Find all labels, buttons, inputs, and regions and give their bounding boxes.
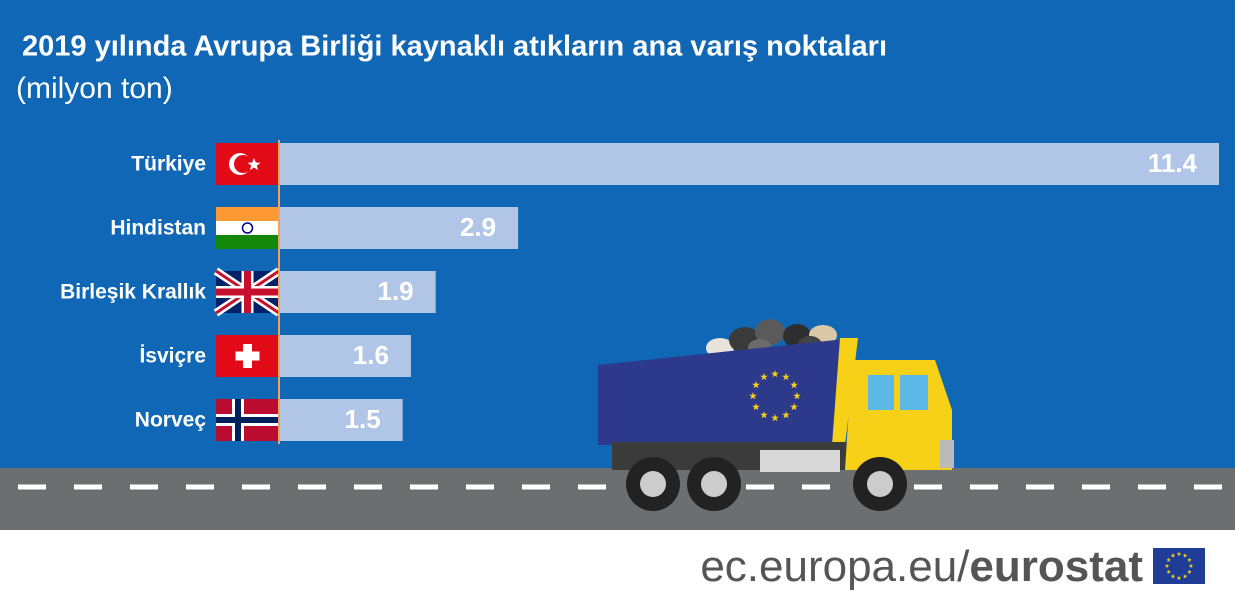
star bbox=[1188, 563, 1194, 568]
flag-switzerland bbox=[216, 335, 279, 377]
bar bbox=[279, 143, 1219, 185]
value-label: 1.5 bbox=[345, 404, 381, 434]
bar bbox=[279, 271, 436, 313]
star bbox=[1176, 551, 1182, 556]
value-label: 2.9 bbox=[460, 212, 496, 242]
category-label: Türkiye bbox=[131, 153, 206, 176]
eu-logo-stars bbox=[1164, 551, 1194, 580]
star bbox=[752, 403, 760, 411]
star bbox=[749, 392, 757, 400]
bar bbox=[279, 399, 403, 441]
star bbox=[782, 372, 790, 381]
wheels bbox=[626, 457, 907, 511]
category-label: Birleşik Krallık bbox=[60, 281, 206, 304]
category-label: Hindistan bbox=[110, 217, 206, 240]
star bbox=[1182, 574, 1188, 579]
star bbox=[771, 414, 779, 422]
bar bbox=[279, 335, 411, 377]
star bbox=[760, 411, 768, 419]
flag-uk bbox=[213, 267, 282, 317]
eu-stars bbox=[749, 370, 801, 422]
star bbox=[790, 403, 798, 411]
chart-subtitle: (milyon ton) bbox=[16, 72, 173, 105]
star bbox=[1166, 569, 1171, 574]
star bbox=[782, 411, 790, 419]
footer-site: ec.europa.eu/ bbox=[700, 542, 970, 591]
star bbox=[1170, 574, 1176, 579]
category-label: Norveç bbox=[135, 409, 207, 432]
bar bbox=[279, 207, 519, 249]
flag-norway bbox=[216, 399, 279, 441]
star bbox=[1187, 569, 1192, 574]
star bbox=[760, 372, 768, 381]
truck bbox=[598, 319, 954, 511]
value-label: 11.4 bbox=[1148, 148, 1198, 178]
value-label: 1.9 bbox=[378, 276, 414, 306]
star bbox=[1170, 553, 1176, 558]
star bbox=[771, 370, 779, 378]
flags bbox=[213, 143, 282, 441]
chart-title: 2019 yılında Avrupa Birliği kaynaklı atı… bbox=[22, 31, 887, 63]
star bbox=[1164, 563, 1170, 568]
flag-turkey bbox=[216, 143, 279, 185]
star bbox=[752, 381, 760, 389]
category-label: İsviçre bbox=[139, 345, 206, 368]
star bbox=[1182, 553, 1188, 558]
footer-text: ec.europa.eu/eurostat bbox=[700, 542, 1143, 591]
star bbox=[790, 381, 798, 389]
star bbox=[1187, 557, 1192, 562]
flag-india bbox=[216, 207, 279, 249]
road bbox=[0, 468, 1235, 530]
star bbox=[793, 392, 801, 400]
star bbox=[1166, 557, 1171, 562]
footer-brand: eurostat bbox=[969, 542, 1143, 591]
value-label: 1.6 bbox=[353, 340, 389, 370]
star bbox=[1176, 575, 1182, 580]
